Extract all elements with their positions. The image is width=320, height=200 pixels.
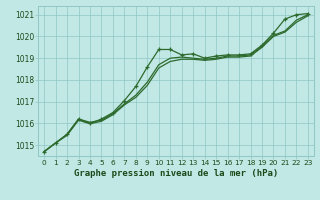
X-axis label: Graphe pression niveau de la mer (hPa): Graphe pression niveau de la mer (hPa): [74, 169, 278, 178]
